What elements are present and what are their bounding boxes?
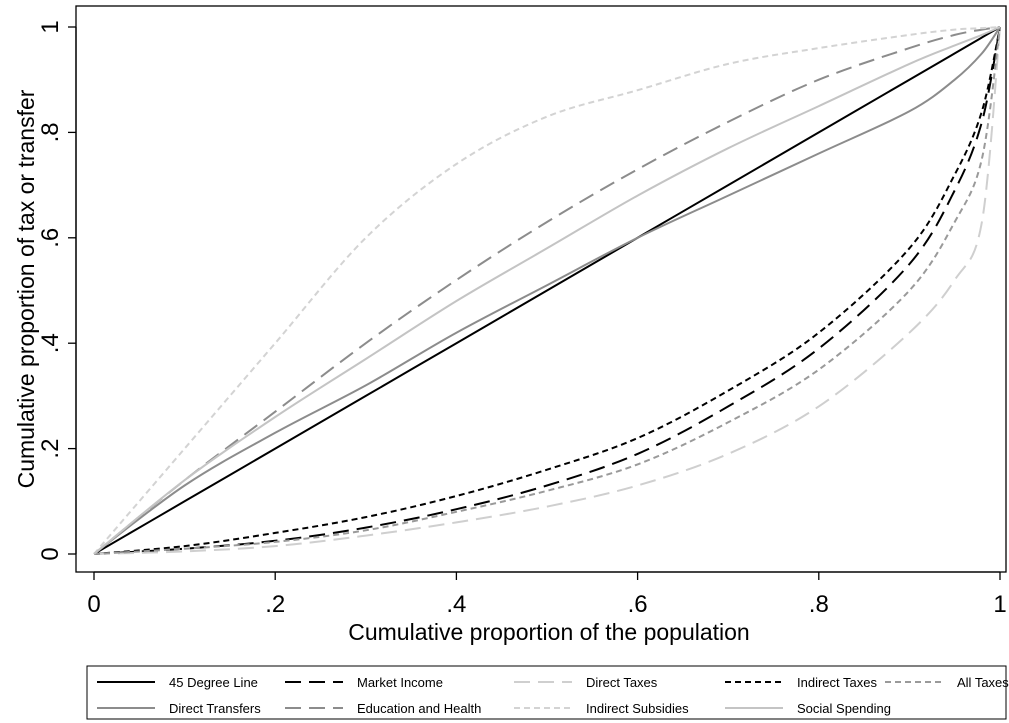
legend-box <box>86 665 1007 720</box>
y-tick-label-5: 1 <box>37 20 64 33</box>
series-line-6 <box>93 26 1001 555</box>
x-tick-label-0: 0 <box>87 591 100 618</box>
legend-label-4: All Taxes <box>957 675 1009 690</box>
x-tick-label-4: .8 <box>809 591 829 618</box>
series-layer <box>93 26 1001 555</box>
legend-label-2: Direct Taxes <box>586 675 658 690</box>
legend-label-5: Direct Transfers <box>169 701 261 716</box>
legend-label-6: Education and Health <box>357 701 481 716</box>
legend-label-7: Indirect Subsidies <box>586 701 689 716</box>
series-line-0 <box>93 26 1001 555</box>
legend: 45 Degree Line Market Income Direct Taxes I… <box>97 675 1009 716</box>
y-tick-label-2: .4 <box>37 333 64 353</box>
x-axis-title: Cumulative proportion of the population <box>348 619 749 645</box>
series-line-8 <box>93 26 1001 555</box>
y-tick-label-1: .2 <box>37 439 64 459</box>
series-line-3 <box>93 26 1001 555</box>
x-tick-label-3: .6 <box>628 591 648 618</box>
series-line-5 <box>93 26 1001 555</box>
legend-label-1: Market Income <box>357 675 443 690</box>
y-axis-title: Cumulative proportion of tax or transfer <box>13 89 39 488</box>
x-tick-label-2: .4 <box>446 591 466 618</box>
y-tick-label-0: 0 <box>37 547 64 560</box>
x-tick-label-1: .2 <box>265 591 285 618</box>
legend-label-0: 45 Degree Line <box>169 675 258 690</box>
series-line-2 <box>93 26 1001 555</box>
y-tick-label-4: .8 <box>37 122 64 142</box>
series-line-4 <box>93 26 1001 555</box>
series-line-7 <box>93 26 1001 555</box>
y-tick-label-3: .6 <box>37 228 64 248</box>
legend-label-8: Social Spending <box>797 701 891 716</box>
x-axis: 0 .2 .4 .6 .8 1 <box>87 571 1007 618</box>
y-axis: 0 .2 .4 .6 .8 1 <box>37 20 77 561</box>
x-tick-label-5: 1 <box>993 591 1006 618</box>
series-line-1 <box>93 26 1001 555</box>
legend-label-3: Indirect Taxes <box>797 675 877 690</box>
